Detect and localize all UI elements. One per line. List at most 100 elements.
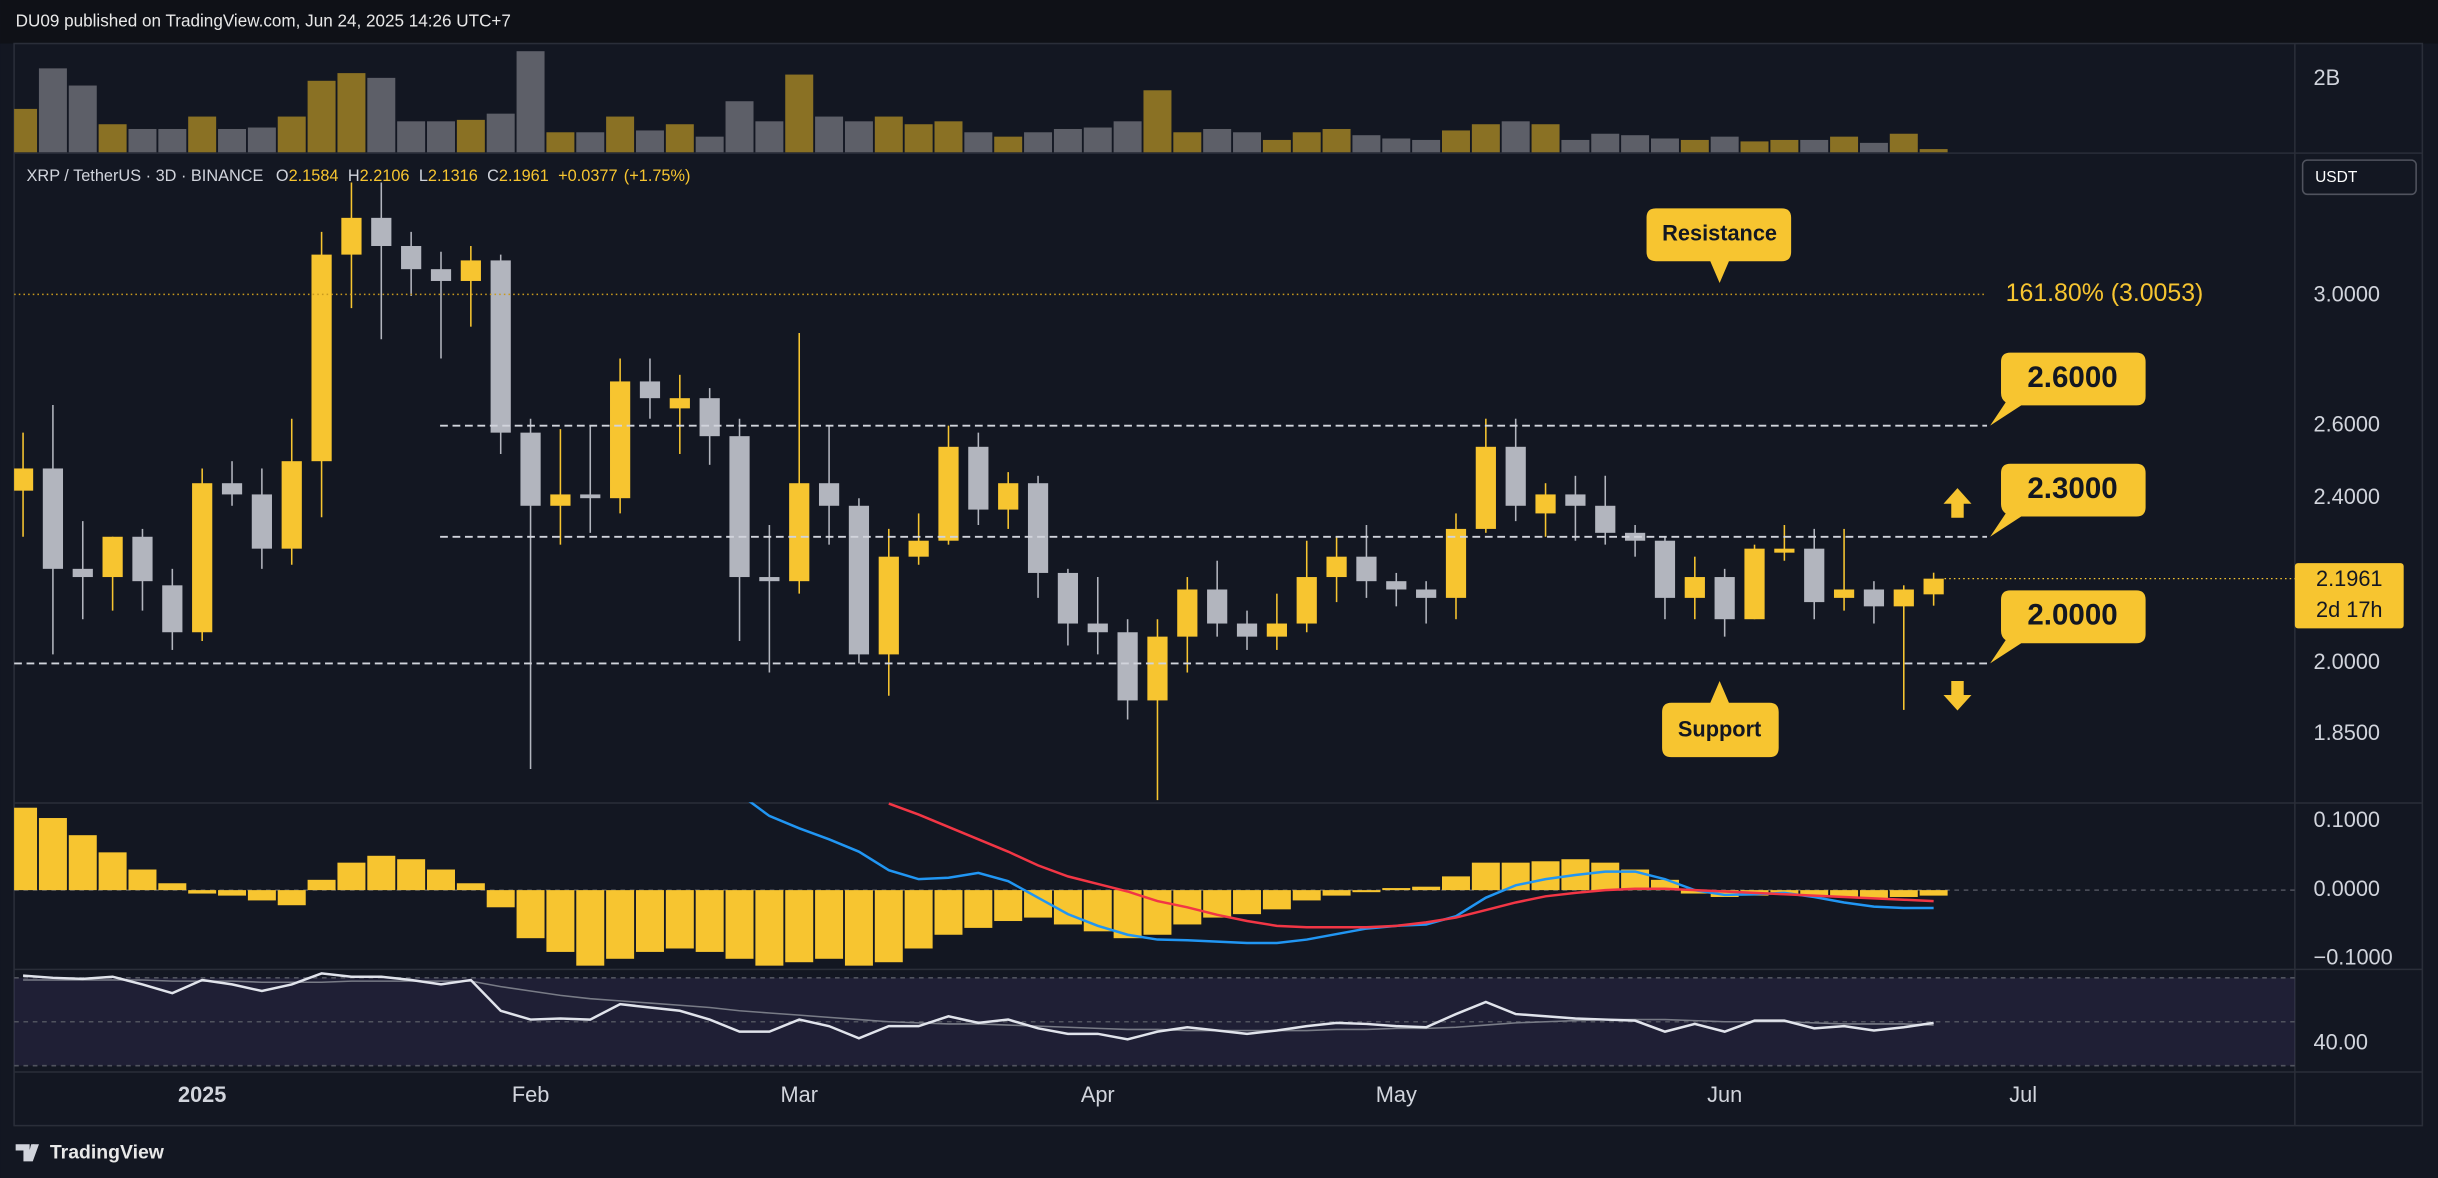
macd-histogram-bar — [397, 859, 426, 891]
macd-histogram-bar — [1680, 890, 1709, 894]
candle-body — [251, 494, 272, 549]
x-tick-label: 2025 — [178, 1082, 226, 1107]
candle-body — [1535, 494, 1556, 514]
volume-bar — [1800, 139, 1829, 153]
callout-box — [1662, 680, 1779, 758]
macd-histogram-bar — [14, 807, 38, 891]
macd-histogram-bar — [277, 890, 306, 906]
macd-histogram-bar — [516, 890, 545, 939]
ohlc-label: C — [487, 168, 499, 186]
macd-histogram-bar — [785, 890, 814, 963]
volume-bar — [486, 113, 515, 153]
header-text: DU09 published on TradingView.com, Jun 2… — [16, 11, 511, 30]
volume-bar — [904, 124, 933, 153]
volume-bar — [158, 128, 187, 153]
candle-body — [968, 446, 989, 510]
down-arrow — [1943, 680, 1972, 711]
candle-body — [72, 568, 93, 578]
volume-bar — [1322, 128, 1351, 153]
volume-bar — [1083, 127, 1112, 153]
currency-box[interactable] — [2301, 159, 2417, 196]
volume-bar — [1680, 139, 1709, 153]
volume-bar — [68, 85, 97, 153]
macd-histogram-bar — [606, 890, 635, 959]
candle-body — [1863, 589, 1885, 607]
candle-body — [759, 577, 780, 582]
volume-bar — [755, 121, 784, 153]
candle-body — [699, 398, 720, 437]
volume-bar — [1412, 139, 1441, 153]
macd-pane — [14, 802, 2295, 966]
volume-bar — [98, 124, 127, 153]
macd-histogram-bar — [1471, 862, 1500, 891]
y-tick-label: 3.0000 — [2314, 282, 2381, 307]
volume-bar — [1292, 132, 1321, 153]
y-tick-label: 0.0000 — [2314, 876, 2381, 901]
macd-histogram-bar — [635, 890, 664, 952]
candle-body — [1266, 623, 1287, 637]
macd-histogram-bar — [1621, 869, 1650, 891]
volume-bar — [1710, 136, 1739, 153]
macd-histogram-bar — [1322, 890, 1351, 896]
candle-body — [1207, 589, 1228, 624]
ohlc-value: 2.1961 — [499, 168, 549, 186]
volume-bar — [307, 80, 336, 153]
rsi-pane — [14, 972, 2295, 1067]
candle-body — [1505, 446, 1526, 506]
macd-histogram-bar — [844, 890, 873, 966]
volume-bar — [606, 116, 635, 153]
macd-histogram-bar — [38, 818, 67, 891]
candle-body — [341, 217, 362, 255]
candle-body — [669, 398, 690, 409]
macd-histogram-bar — [427, 869, 455, 891]
up-arrow — [1943, 488, 1972, 518]
x-tick-label: Feb — [512, 1082, 549, 1107]
y-tick-label: 2.0000 — [2314, 649, 2381, 674]
candle-body — [42, 468, 64, 569]
candle-body — [550, 494, 571, 506]
macd-histogram-bar — [1800, 890, 1829, 896]
candle-body — [1475, 446, 1496, 529]
candle-body — [1445, 528, 1467, 598]
macd-histogram-bar — [1412, 886, 1441, 891]
macd-histogram-bar — [994, 890, 1023, 922]
macd-histogram-bar — [1650, 879, 1679, 891]
volume-bar — [785, 74, 814, 153]
candle-body — [132, 536, 153, 582]
macd-histogram-bar — [456, 883, 485, 891]
macd-histogram-bar — [1889, 890, 1918, 897]
candle-body — [1087, 623, 1108, 633]
price-pane — [14, 182, 1988, 801]
macd-histogram-bar — [218, 890, 247, 896]
candle-body — [14, 468, 34, 491]
volume-bar — [427, 121, 455, 153]
y-tick-label: 0.1000 — [2314, 807, 2381, 832]
y-tick-label: 1.8500 — [2314, 720, 2381, 745]
candle-body — [1893, 589, 1914, 607]
candle-body — [1356, 556, 1377, 582]
volume-bar — [14, 108, 38, 153]
macd-histogram-bar — [1292, 890, 1321, 901]
volume-bar — [695, 136, 724, 153]
candle-body — [371, 217, 392, 246]
volume-bar — [815, 116, 844, 153]
overlay: 3.0000 2.6000 2.4000 2.0000 1.8500 161.80% (3… — [178, 65, 2404, 1107]
candle-body — [162, 585, 183, 633]
volume-bar — [1501, 121, 1530, 153]
volume-bar — [1203, 128, 1232, 153]
candle-body — [998, 483, 1019, 510]
macd-histogram-bar — [128, 869, 157, 891]
footer-brand: TradingView — [50, 1142, 165, 1164]
symbol-legend: XRP / TetherUS · 3D · BINANCE O2.1584 H2.2… — [27, 168, 691, 186]
macd-histogram-bar — [98, 852, 127, 891]
volume-bar — [1024, 132, 1053, 153]
level-callout — [1990, 352, 2146, 426]
signal-line — [888, 802, 1934, 929]
volume-bar — [277, 116, 306, 153]
volume-bar — [1591, 133, 1620, 153]
candle-body — [1117, 632, 1138, 701]
macd-histogram-bar — [1113, 890, 1142, 939]
macd-histogram-bar — [1083, 890, 1112, 932]
volume-bar — [1889, 133, 1918, 153]
